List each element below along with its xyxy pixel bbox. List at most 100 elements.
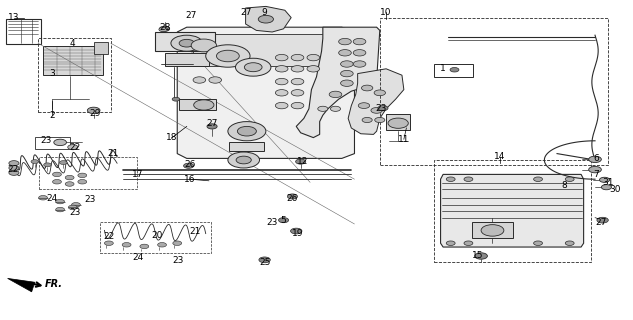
Circle shape (275, 102, 288, 109)
Text: 23: 23 (173, 256, 184, 265)
Circle shape (44, 163, 51, 167)
Bar (165, 53, 209, 66)
Circle shape (193, 77, 206, 83)
Bar (6, 19, 41, 44)
Circle shape (9, 165, 19, 171)
Circle shape (339, 38, 351, 45)
Circle shape (341, 70, 353, 77)
Text: 16: 16 (184, 175, 196, 184)
Circle shape (565, 241, 574, 245)
Circle shape (209, 77, 222, 83)
Circle shape (291, 66, 304, 72)
Circle shape (65, 182, 74, 186)
Circle shape (275, 66, 288, 72)
Circle shape (259, 257, 270, 263)
Circle shape (207, 124, 217, 129)
Text: 29: 29 (89, 109, 101, 118)
Circle shape (237, 126, 256, 136)
Polygon shape (246, 6, 291, 32)
Circle shape (353, 50, 366, 56)
Circle shape (378, 106, 388, 111)
Circle shape (464, 177, 473, 181)
Circle shape (291, 228, 302, 234)
Circle shape (68, 145, 78, 150)
Circle shape (307, 54, 320, 61)
Circle shape (65, 175, 74, 180)
Text: 22: 22 (7, 165, 18, 174)
Circle shape (450, 68, 459, 72)
Polygon shape (177, 27, 354, 158)
Circle shape (589, 166, 601, 173)
Text: 11: 11 (398, 135, 410, 144)
Circle shape (78, 180, 87, 184)
Circle shape (279, 218, 289, 223)
Bar (39, 157, 137, 189)
Circle shape (39, 196, 47, 200)
Circle shape (160, 26, 170, 31)
Polygon shape (441, 174, 584, 247)
Text: 2: 2 (49, 111, 54, 120)
Text: 7: 7 (593, 170, 599, 179)
Circle shape (275, 54, 288, 61)
Circle shape (9, 161, 19, 166)
Circle shape (72, 203, 80, 207)
Circle shape (122, 243, 131, 247)
Text: 23: 23 (40, 136, 51, 145)
Text: 30: 30 (610, 185, 621, 194)
Polygon shape (296, 27, 380, 138)
Circle shape (329, 91, 342, 98)
Bar (434, 160, 591, 262)
Text: 22: 22 (103, 232, 115, 241)
Text: 23: 23 (85, 196, 96, 204)
Text: 27: 27 (596, 218, 607, 227)
Circle shape (171, 35, 203, 51)
Text: 21: 21 (107, 149, 118, 158)
Circle shape (361, 85, 373, 91)
Text: 21: 21 (189, 228, 201, 236)
Circle shape (388, 118, 408, 128)
Circle shape (53, 172, 61, 177)
Bar (38, 38, 111, 112)
Circle shape (362, 117, 372, 123)
Circle shape (56, 199, 65, 204)
Circle shape (358, 103, 370, 108)
Circle shape (374, 90, 385, 96)
Circle shape (291, 90, 304, 96)
Circle shape (534, 177, 542, 181)
Text: 10: 10 (380, 8, 392, 17)
Circle shape (9, 170, 19, 175)
Circle shape (275, 90, 288, 96)
Circle shape (31, 160, 39, 164)
Circle shape (287, 194, 298, 199)
Bar (386, 114, 410, 130)
Text: 25: 25 (259, 258, 270, 267)
Polygon shape (8, 278, 35, 292)
Circle shape (475, 253, 487, 259)
Circle shape (53, 180, 61, 184)
Circle shape (589, 156, 601, 163)
Circle shape (446, 241, 455, 245)
Text: 26: 26 (287, 194, 298, 203)
Circle shape (173, 241, 182, 245)
Text: 6: 6 (593, 154, 599, 163)
Text: 9: 9 (261, 8, 268, 17)
Circle shape (158, 243, 166, 247)
Circle shape (318, 106, 328, 111)
Circle shape (597, 217, 608, 223)
Text: 22: 22 (69, 143, 80, 152)
Circle shape (375, 117, 385, 123)
Bar (193, 34, 335, 66)
Circle shape (68, 205, 77, 210)
Circle shape (353, 38, 366, 45)
Circle shape (330, 106, 341, 111)
Text: 3: 3 (49, 69, 55, 78)
Circle shape (194, 100, 214, 110)
Text: 12: 12 (297, 157, 308, 166)
Circle shape (464, 241, 473, 245)
Text: FR.: FR. (44, 279, 62, 289)
Circle shape (228, 122, 266, 141)
Circle shape (296, 159, 306, 164)
Text: 8: 8 (561, 181, 568, 190)
Text: 23: 23 (69, 208, 80, 217)
Text: 19: 19 (292, 229, 303, 238)
